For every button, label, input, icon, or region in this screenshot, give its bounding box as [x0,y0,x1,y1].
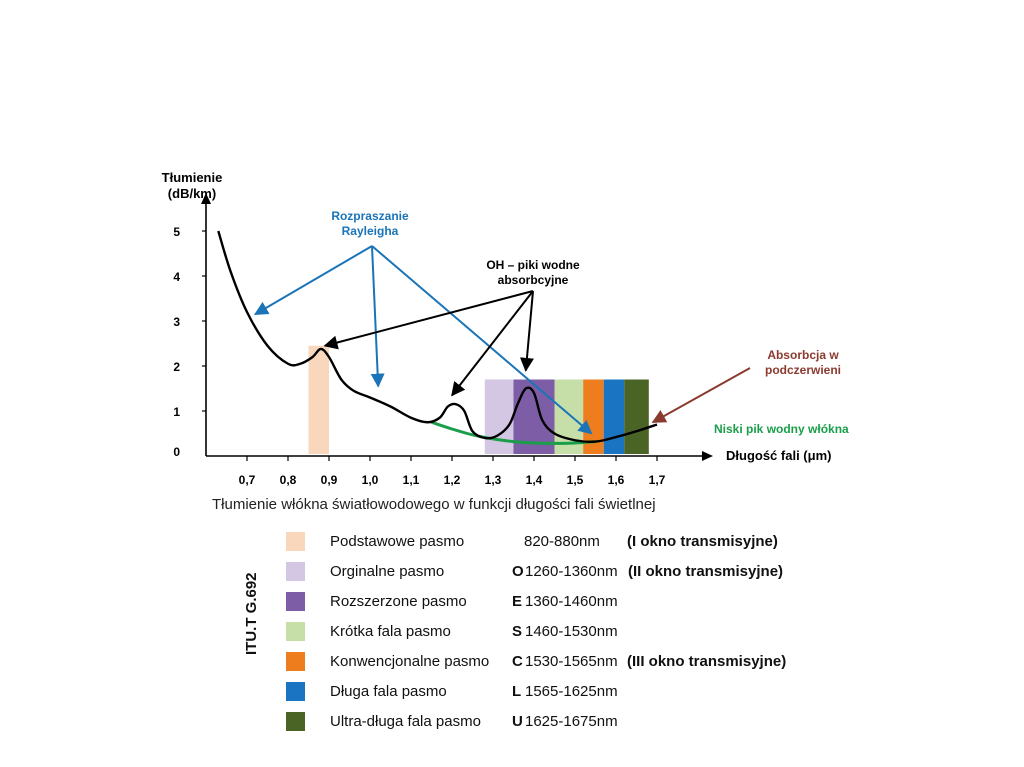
chart-curves [217,230,658,445]
x-tick-label-1: 0,8 [280,473,297,487]
attenuation-chart: 0 1 2 3 4 5 0,7 0,8 0,9 1,0 1,1 1,2 1,3 1,4 1,5 1,6 1,7 T… [162,170,849,487]
attenuation-curve [217,230,658,444]
low-water-peak-curve [431,420,596,445]
x-axis-arrow [702,451,713,461]
chart-axes: 0 1 2 3 4 5 0,7 0,8 0,9 1,0 1,1 1,2 1,3 1,4 1,5 1,6 1,7 T… [162,170,832,487]
x-tick-label-3: 1,0 [362,473,379,487]
annotation-arrow-ir-0 [651,367,751,424]
annotation-arrow-oh-2 [519,290,534,372]
legend-band-range-2: 1360-1460nm [525,593,618,610]
legend-swatch-6 [286,712,305,731]
legend-band-name-4: Konwencjonalne pasmo [330,653,490,670]
annotation-arrow-rayleigh-2 [371,245,593,435]
legend-band-name-3: Krótka fala pasmo [330,623,451,640]
x-tick-label-9: 1,6 [608,473,625,487]
legend-band-name-2: Rozszerzone pasmo [330,593,467,610]
y-axis-label-line-0: Tłumienie [162,170,223,185]
legend-swatch-1 [286,562,305,581]
legend-band-code-2: E [512,593,523,610]
band-rect-4 [583,379,604,454]
x-tick-label-8: 1,5 [567,473,584,487]
annotation-arrow-rayleigh-1 [370,245,385,388]
legend-swatch-2 [286,592,305,611]
annotation-label-rayleigh: Rozpraszanie Rayleigha [331,209,409,238]
legend-band-range-4: 1530-1565nm [525,653,618,670]
x-tick-label-2: 0,9 [321,473,338,487]
legend-band-range-5: 1565-1625nm [525,683,618,700]
legend-band-range-6: 1625-1675nm [525,713,618,730]
legend-band-name-0: Podstawowe pasmo [330,533,465,550]
annotation-arrow-oh-1 [451,290,534,397]
annotation-label-ir-line-0: Absorbcja w [767,348,839,362]
y-tick-label-3: 3 [173,315,180,329]
band-rect-5 [603,379,625,454]
annotation-label-oh-line-0: OH – piki wodne [486,258,580,272]
legend-band-range-0: 820-880nm [524,533,600,550]
band-rect-6 [624,379,649,454]
x-tick-label-5: 1,2 [444,473,461,487]
legend-swatch-4 [286,652,305,671]
annotation-label-ir-line-1: podczerwieni [765,363,841,377]
y-tick-label-0: 0 [173,445,180,459]
legend-band-name-6: Ultra-długa fala pasmo [330,713,481,730]
legend-band-code-5: L [512,683,522,700]
annotation-arrow-rayleigh-0 [253,245,373,316]
legend-standard-label: ITU.T G.692 [243,572,260,655]
x-tick-label-4: 1,1 [403,473,420,487]
x-tick-label-7: 1,4 [526,473,543,487]
chart-annotations: Rozpraszanie Rayleigha OH – piki wodne abso… [253,209,849,436]
legend-band-range-1: 1260-1360nm [525,563,618,580]
legend-band-window-4: (III okno transmisyjne) [627,653,787,670]
legend-band-code-6: U [512,713,523,730]
y-axis-label-line-1: (dB/km) [168,186,216,201]
annotation-label-lowwater: Niski pik wodny włókna [714,422,849,436]
annotation-label-ir: Absorbcja w podczerwieni [765,348,841,377]
legend-band-name-5: Długa fala pasmo [330,683,447,700]
annotation-label-lowwater-line-0: Niski pik wodny włókna [714,422,849,436]
y-tick-label-2: 2 [173,360,180,374]
legend-band-window-0: (I okno transmisyjne) [627,533,778,550]
annotation-arrow-oh-0 [323,290,534,350]
annotation-label-oh-line-1: absorbcyjne [498,273,569,287]
y-tick-label-4: 4 [173,270,180,284]
y-axis-label: Tłumienie (dB/km) [162,170,223,201]
legend-swatch-3 [286,622,305,641]
legend-band-name-1: Orginalne pasmo [330,563,445,580]
legend-band-range-3: 1460-1530nm [525,623,618,640]
legend-swatch-5 [286,682,305,701]
x-tick-label-10: 1,7 [649,473,666,487]
annotation-label-oh: OH – piki wodne absorbcyjne [486,258,580,287]
legend-band-code-4: C [512,653,523,670]
x-tick-label-0: 0,7 [239,473,256,487]
chart-caption: Tłumienie włókna światłowodowego w funkc… [212,496,656,513]
y-tick-label-5: 5 [173,225,180,239]
annotation-label-rayleigh-line-1: Rayleigha [342,224,399,238]
y-tick-label-1: 1 [173,405,180,419]
x-axis-label: Długość fali (μm) [726,448,831,463]
legend-band-code-1: O [512,563,524,580]
annotation-label-rayleigh-line-0: Rozpraszanie [331,209,409,223]
y-axis-arrow [201,193,211,204]
legend-band-code-3: S [512,623,523,640]
band-rect-1 [484,379,514,454]
legend-band-window-1: (II okno transmisyjne) [628,563,784,580]
legend-swatch-0 [286,532,305,551]
x-tick-label-6: 1,3 [485,473,502,487]
band-rect-0 [308,345,329,454]
